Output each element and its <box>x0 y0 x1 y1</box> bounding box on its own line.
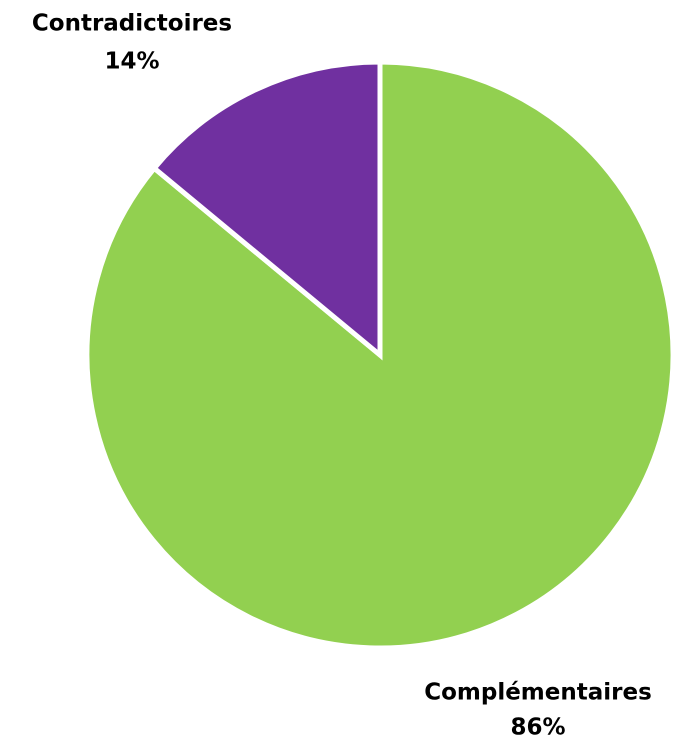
slice-label: Complémentaires <box>424 680 652 706</box>
slice-label: Contradictoires <box>32 11 232 37</box>
slice-value-label: 14% <box>104 49 159 75</box>
slice-value-label: 86% <box>510 715 565 741</box>
pie-slice <box>150 59 383 361</box>
pie-slice <box>84 59 676 651</box>
